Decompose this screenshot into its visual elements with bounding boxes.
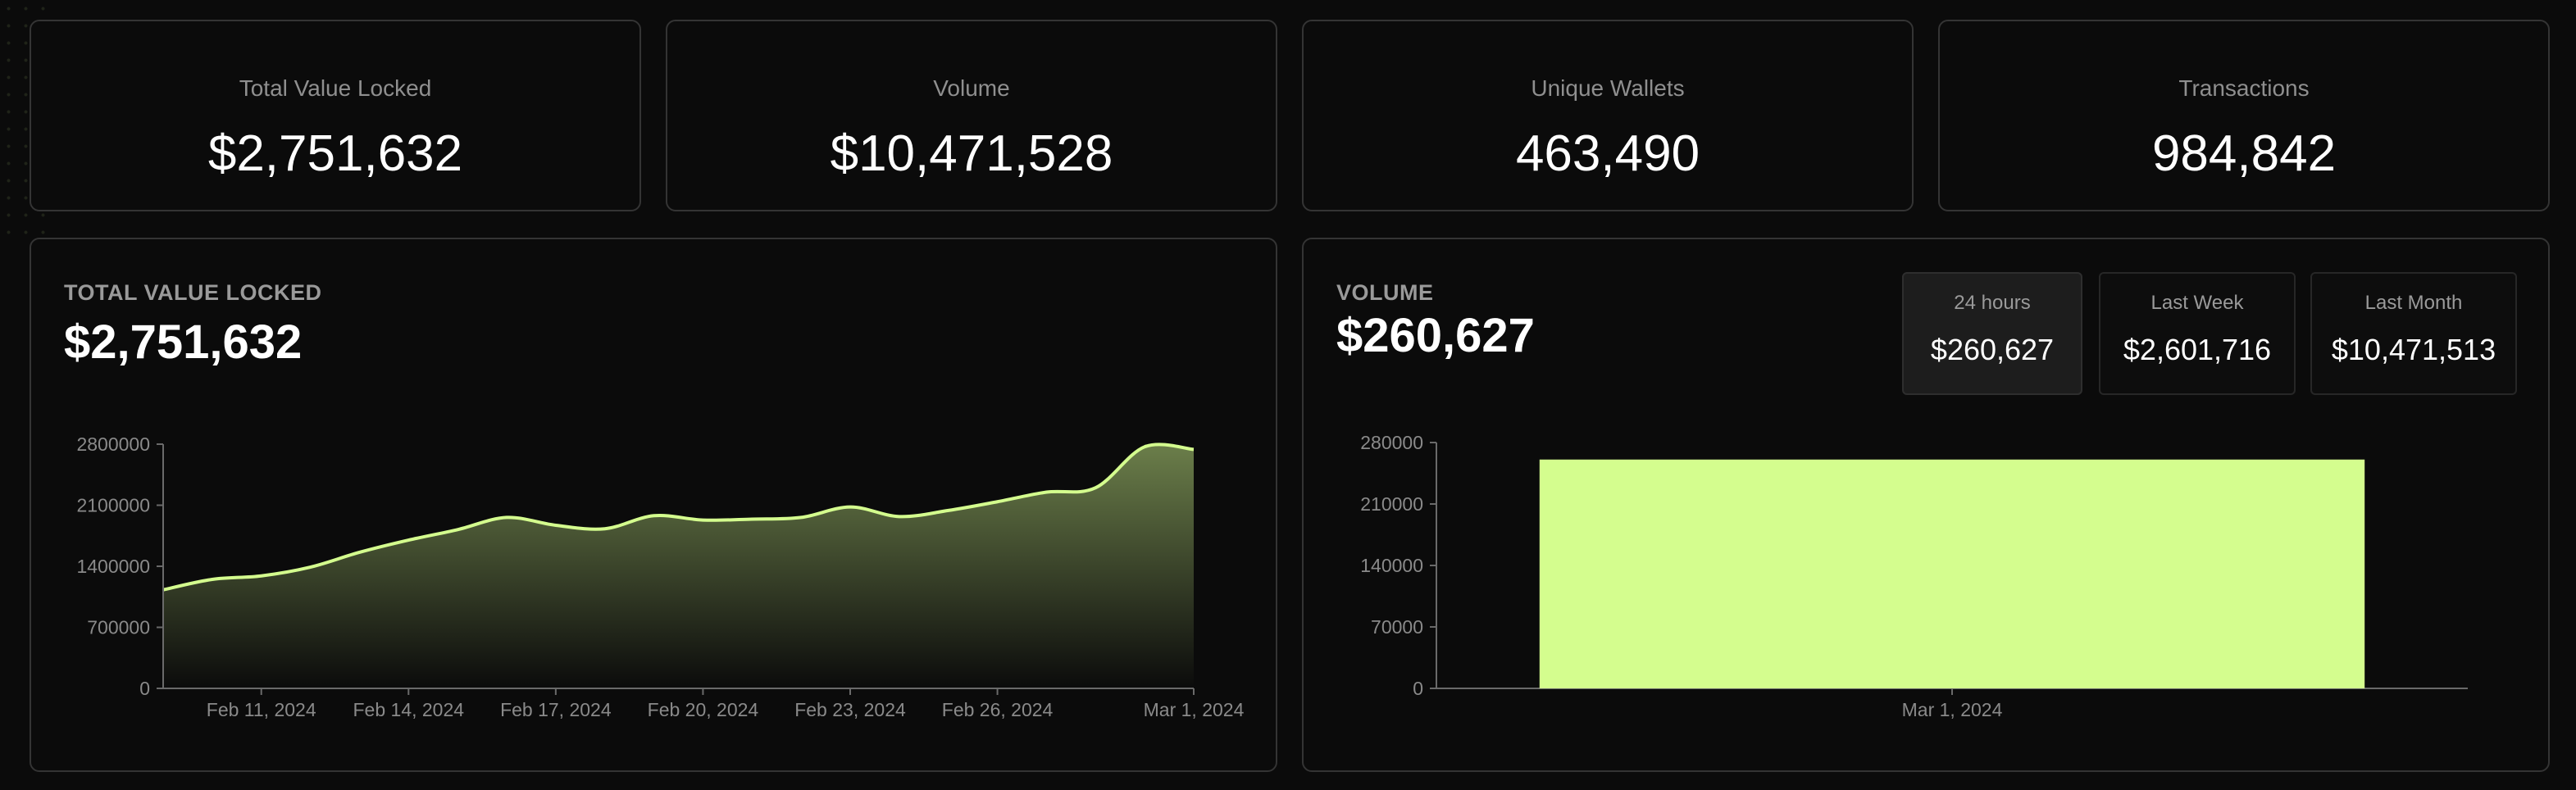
period-24-hours-button[interactable]: 24 hours $260,627 — [1902, 272, 2082, 395]
period-label: Last Month — [2364, 292, 2463, 314]
tvl-y-tick-label: 0 — [139, 678, 150, 699]
period-last-month-button[interactable]: Last Month $10,471,513 — [2310, 272, 2517, 395]
tvl-chart-title: TOTAL VALUE LOCKED — [64, 280, 322, 305]
volume-chart-value: $260,627 — [1336, 309, 1535, 362]
volume-y-tick-label: 280000 — [1360, 432, 1423, 453]
tvl-series-line — [162, 443, 1195, 592]
stat-value: 984,842 — [2151, 125, 2337, 182]
tvl-y-tick-label: 2800000 — [76, 434, 150, 455]
stat-label: Volume — [933, 75, 1010, 101]
period-last-week-button[interactable]: Last Week $2,601,716 — [2099, 272, 2296, 395]
period-label: Last Week — [2150, 292, 2244, 314]
tvl-y-tick-label: 2100000 — [76, 495, 150, 516]
tvl-x-tick-label: Feb 14, 2024 — [353, 699, 465, 720]
tvl-chart-panel: TOTAL VALUE LOCKED $2,751,632 0 700000 140… — [30, 238, 1277, 772]
stat-label: Transactions — [2178, 75, 2310, 101]
stat-card-tvl: Total Value Locked $2,751,632 — [30, 20, 641, 211]
period-value: $10,471,513 — [2331, 333, 2496, 366]
volume-chart-title: VOLUME — [1336, 280, 1434, 305]
tvl-x-tick-label: Feb 23, 2024 — [794, 699, 906, 720]
stat-value: $10,471,528 — [830, 125, 1113, 182]
stat-card-transactions: Transactions 984,842 — [1938, 20, 2550, 211]
period-value: $260,627 — [1930, 333, 2055, 366]
stat-card-volume: Volume $10,471,528 — [666, 20, 1277, 211]
stat-card-unique-wallets: Unique Wallets 463,490 — [1302, 20, 1914, 211]
stat-label: Unique Wallets — [1531, 75, 1685, 101]
stat-value: 463,490 — [1515, 125, 1700, 182]
tvl-x-tick-label: Feb 20, 2024 — [648, 699, 759, 720]
tvl-area-fill — [163, 444, 1194, 688]
volume-x-tick-label: Mar 1, 2024 — [1902, 699, 2003, 720]
period-label: 24 hours — [1954, 292, 2031, 314]
volume-y-tick-label: 210000 — [1360, 493, 1423, 515]
tvl-x-tick-label: Feb 17, 2024 — [500, 699, 612, 720]
stat-label: Total Value Locked — [239, 75, 432, 101]
volume-y-tick-label: 0 — [1413, 678, 1423, 699]
tvl-y-tick-label: 700000 — [87, 617, 150, 638]
period-value: $2,601,716 — [2123, 333, 2272, 366]
volume-chart-panel: VOLUME $260,627 24 hours $260,627 Last W… — [1302, 238, 2550, 772]
tvl-x-tick-label: Feb 26, 2024 — [942, 699, 1054, 720]
stat-value: $2,751,632 — [207, 125, 463, 182]
volume-y-tick-label: 70000 — [1371, 616, 1423, 638]
volume-bar — [1539, 459, 2365, 688]
tvl-x-tick-label: Feb 11, 2024 — [207, 699, 316, 720]
tvl-area-chart: 0 700000 1400000 2100000 2800000 Feb 11, 2024… — [76, 434, 1245, 720]
tvl-x-tick-label: Mar 1, 2024 — [1144, 699, 1245, 720]
tvl-chart-value: $2,751,632 — [64, 316, 303, 369]
tvl-y-tick-label: 1400000 — [76, 556, 150, 577]
volume-bar-chart: 0 70000 140000 210000 280000 Mar 1, 2024 — [1360, 432, 2468, 720]
volume-y-tick-label: 140000 — [1360, 555, 1423, 576]
